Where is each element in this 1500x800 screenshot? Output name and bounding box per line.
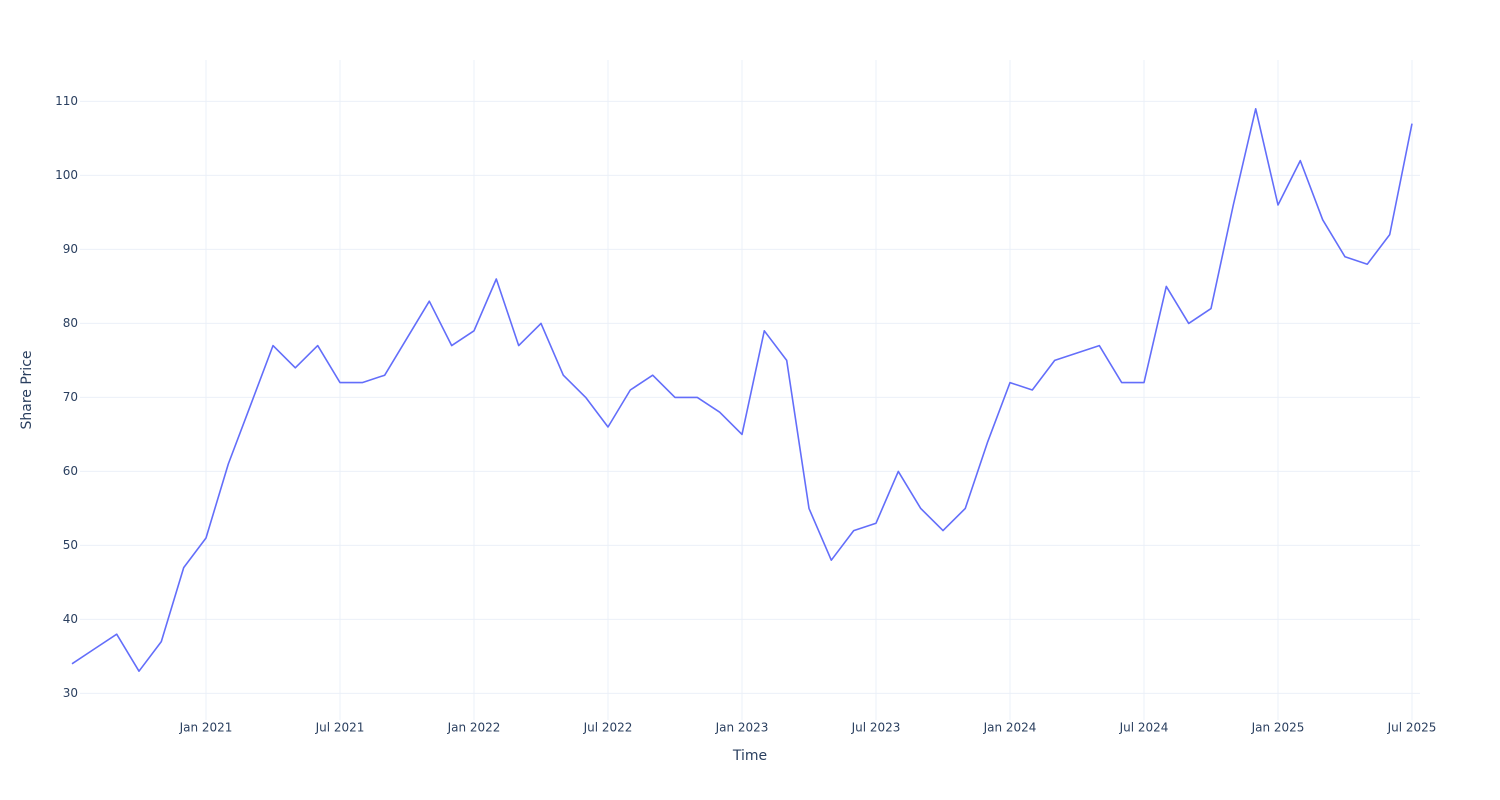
y-tick-label: 90 xyxy=(63,242,78,256)
y-tick-label: 60 xyxy=(63,464,78,478)
x-tick-label: Jan 2023 xyxy=(715,721,769,735)
y-tick-label: 80 xyxy=(63,316,78,330)
y-tick-label: 70 xyxy=(63,390,78,404)
x-tick-label: Jan 2024 xyxy=(983,721,1037,735)
y-tick-label: 110 xyxy=(55,94,78,108)
y-tick-label: 30 xyxy=(63,686,78,700)
y-tick-label: 100 xyxy=(55,168,78,182)
x-tick-label: Jul 2025 xyxy=(1387,721,1437,735)
y-tick-label: 40 xyxy=(63,612,78,626)
x-tick-label: Jul 2022 xyxy=(583,721,633,735)
x-axis-title: Time xyxy=(732,748,767,764)
x-tick-label: Jul 2023 xyxy=(851,721,901,735)
x-tick-label: Jan 2022 xyxy=(447,721,501,735)
x-tick-label: Jul 2021 xyxy=(315,721,365,735)
y-tick-label: 50 xyxy=(63,538,78,552)
x-tick-label: Jan 2021 xyxy=(179,721,233,735)
price-line xyxy=(71,108,1413,672)
y-axis-title: Share Price xyxy=(19,350,35,429)
x-tick-label: Jul 2024 xyxy=(1119,721,1169,735)
x-tick-label: Jan 2025 xyxy=(1251,721,1305,735)
